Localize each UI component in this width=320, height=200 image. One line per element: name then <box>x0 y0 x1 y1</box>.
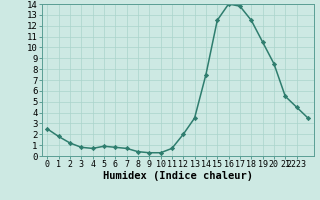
X-axis label: Humidex (Indice chaleur): Humidex (Indice chaleur) <box>103 171 252 181</box>
